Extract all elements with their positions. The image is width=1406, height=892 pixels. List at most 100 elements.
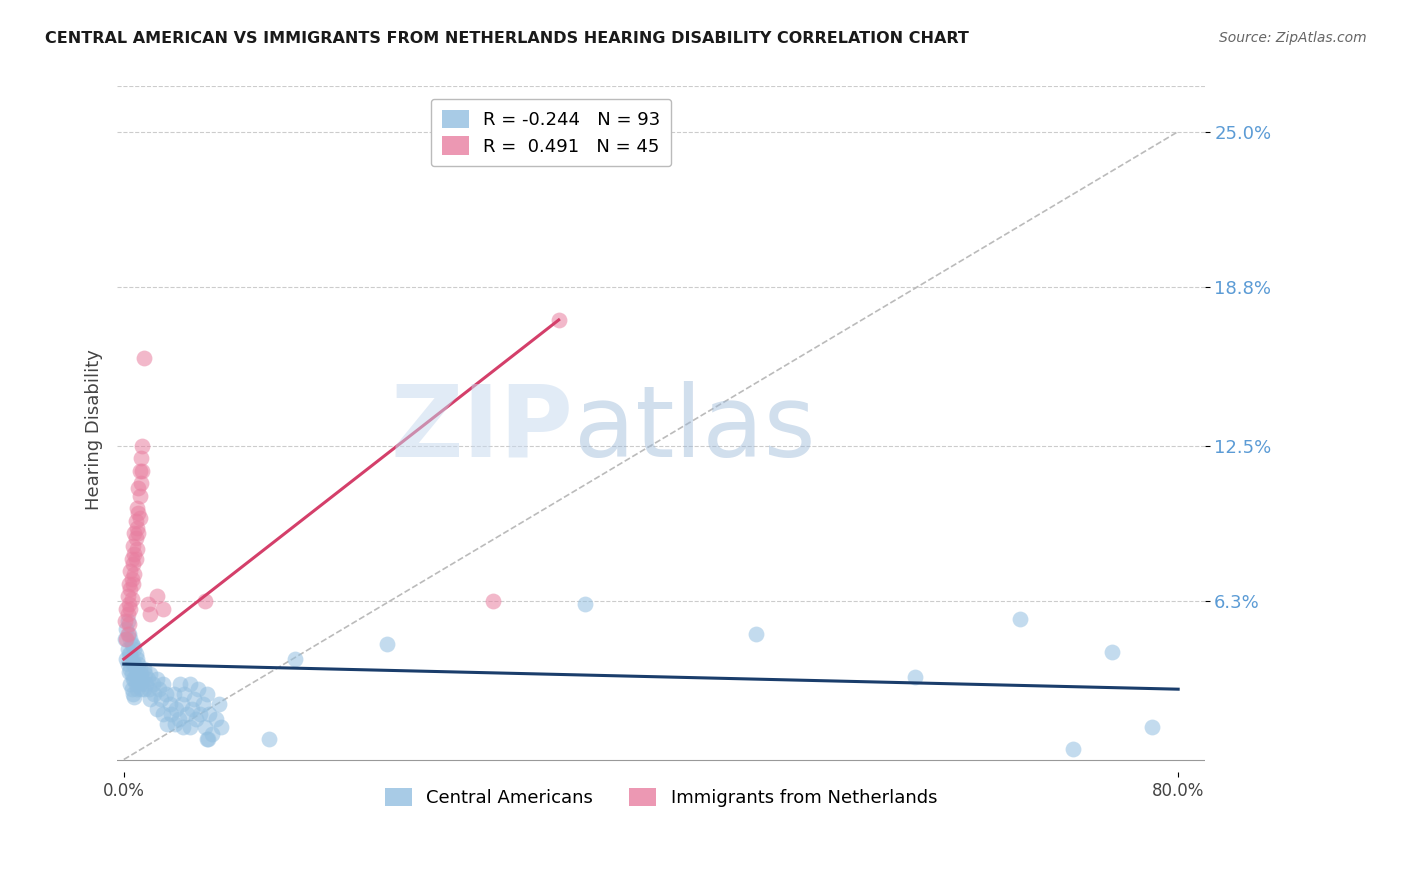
Point [118, 616, 141, 631]
Point [124, 547, 146, 561]
Point [129, 667, 152, 681]
Point [1062, 742, 1084, 756]
Point [124, 551, 146, 566]
Point [118, 627, 141, 641]
Point [118, 597, 141, 611]
Point [124, 642, 146, 657]
Text: Source: ZipAtlas.com: Source: ZipAtlas.com [1219, 31, 1367, 45]
Point [209, 720, 232, 734]
Point [482, 594, 505, 608]
Point [197, 732, 219, 747]
Point [145, 589, 167, 603]
Point [120, 602, 142, 616]
Point [131, 464, 153, 478]
Point [156, 717, 179, 731]
Point [121, 551, 143, 566]
Point [194, 594, 217, 608]
Legend: Central Americans, Immigrants from Netherlands: Central Americans, Immigrants from Nethe… [377, 780, 945, 814]
Point [121, 652, 143, 666]
Point [179, 677, 201, 691]
Point [195, 687, 218, 701]
Point [152, 602, 174, 616]
Point [201, 727, 224, 741]
Point [159, 698, 181, 712]
Point [117, 615, 139, 629]
Point [122, 657, 145, 671]
Point [131, 672, 153, 686]
Point [143, 687, 166, 701]
Point [198, 707, 221, 722]
Point [122, 640, 145, 654]
Point [166, 702, 188, 716]
Point [117, 607, 139, 621]
Point [124, 690, 146, 704]
Point [117, 657, 139, 671]
Point [195, 732, 218, 747]
Point [139, 607, 162, 621]
Point [121, 667, 143, 681]
Point [152, 707, 174, 722]
Point [148, 682, 170, 697]
Point [124, 526, 146, 541]
Point [129, 451, 152, 466]
Point [124, 677, 146, 691]
Point [131, 438, 153, 452]
Point [205, 712, 228, 726]
Point [115, 622, 138, 636]
Point [128, 511, 150, 525]
Point [138, 682, 160, 697]
Point [122, 672, 145, 686]
Point [122, 687, 145, 701]
Point [208, 698, 231, 712]
Point [117, 627, 139, 641]
Point [127, 657, 149, 671]
Point [1140, 720, 1163, 734]
Point [124, 514, 146, 528]
Point [145, 672, 167, 686]
Point [118, 665, 141, 679]
Point [163, 687, 186, 701]
Point [377, 637, 399, 651]
Point [124, 647, 146, 661]
Point [165, 717, 187, 731]
Point [122, 576, 145, 591]
Point [129, 682, 152, 697]
Point [118, 576, 141, 591]
Point [142, 677, 165, 691]
Point [122, 539, 145, 553]
Point [135, 677, 157, 691]
Point [145, 702, 167, 716]
Point [125, 521, 148, 535]
Point [127, 507, 149, 521]
Point [194, 720, 217, 734]
Point [188, 707, 211, 722]
Point [120, 582, 142, 596]
Point [114, 632, 136, 646]
Point [117, 642, 139, 657]
Point [176, 707, 198, 722]
Point [124, 566, 146, 581]
Point [132, 662, 155, 676]
Point [152, 677, 174, 691]
Point [121, 591, 143, 606]
Point [125, 501, 148, 516]
Point [134, 667, 156, 681]
Point [547, 313, 569, 327]
Point [745, 627, 768, 641]
Point [284, 652, 307, 666]
Text: atlas: atlas [574, 381, 815, 478]
Point [128, 662, 150, 676]
Point [128, 489, 150, 503]
Point [121, 637, 143, 651]
Point [120, 632, 142, 646]
Point [139, 667, 162, 681]
Point [186, 712, 208, 726]
Point [128, 677, 150, 691]
Point [125, 541, 148, 556]
Point [121, 682, 143, 697]
Point [169, 677, 191, 691]
Point [903, 670, 925, 684]
Point [172, 720, 194, 734]
Text: CENTRAL AMERICAN VS IMMIGRANTS FROM NETHERLANDS HEARING DISABILITY CORRELATION C: CENTRAL AMERICAN VS IMMIGRANTS FROM NETH… [45, 31, 969, 46]
Point [170, 698, 193, 712]
